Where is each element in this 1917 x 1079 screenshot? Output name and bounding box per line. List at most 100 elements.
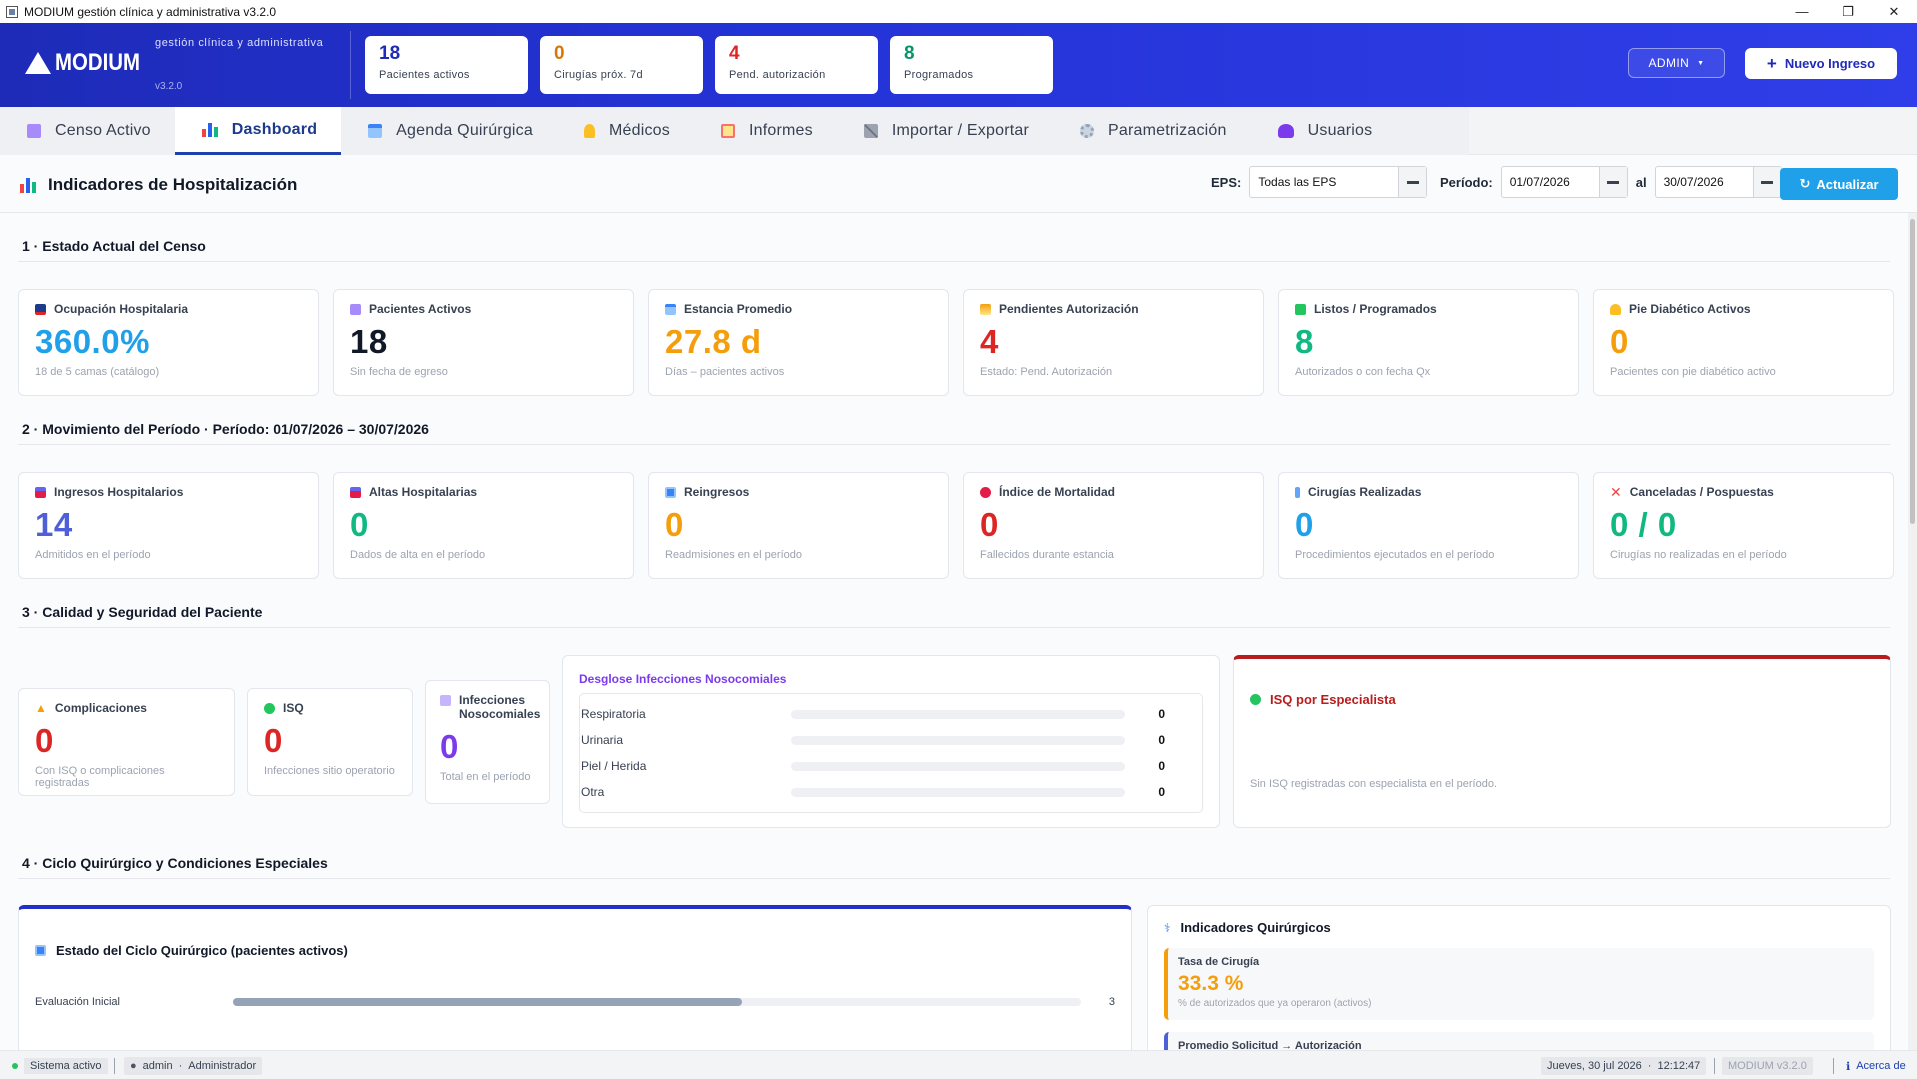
kpi-title: Índice de Mortalidad bbox=[999, 485, 1116, 499]
tab-medicos[interactable]: Médicos bbox=[557, 107, 694, 155]
kpi-card-cirugías-realizadas[interactable]: Cirugías Realizadas 0 Procedimientos ejecu… bbox=[1278, 472, 1579, 579]
breakdown-value: 0 bbox=[1158, 759, 1165, 773]
scrollbar-thumb[interactable] bbox=[1910, 219, 1915, 524]
date-from-input[interactable]: 01/07/2026 bbox=[1500, 166, 1628, 198]
kpi-card-pendientes-autorización[interactable]: Pendientes Autorización 4 Estado: Pend. Au… bbox=[963, 289, 1264, 396]
refresh-button[interactable]: ↻ Actualizar bbox=[1780, 168, 1898, 200]
indicators-title: Indicadores Quirúrgicos bbox=[1180, 920, 1331, 935]
new-admission-label: Nuevo Ingreso bbox=[1784, 56, 1876, 71]
kpi-subtitle: Días – pacientes activos bbox=[665, 366, 785, 378]
cycle-row-fill bbox=[233, 998, 742, 1006]
cycle-row-track bbox=[233, 998, 1081, 1006]
stat-card-cirugias[interactable]: 0 Cirugías próx. 7d bbox=[540, 36, 703, 94]
scrollbar[interactable] bbox=[1908, 213, 1917, 1050]
tab-usuarios[interactable]: Usuarios bbox=[1251, 107, 1397, 155]
kpi-card-ocupación-hospitalaria[interactable]: Ocupación Hospitalaria 360.0% 18 de 5 cama… bbox=[18, 289, 319, 396]
kpi-card-canceladas-pospuestas[interactable]: ✕ Canceladas / Pospuestas 0 / 0 Cirugías no… bbox=[1593, 472, 1894, 579]
breakdown-value: 0 bbox=[1158, 707, 1165, 721]
kpi-header: Listos / Programados bbox=[1295, 302, 1562, 316]
kpi-card-estancia-promedio[interactable]: Estancia Promedio 27.8 d Días – pacientes … bbox=[648, 289, 949, 396]
kpi-card-reingresos[interactable]: Reingresos 0 Readmisiones en el período bbox=[648, 472, 949, 579]
calendar-dropdown-icon[interactable] bbox=[1752, 167, 1781, 197]
date-from-value: 01/07/2026 bbox=[1509, 175, 1570, 189]
status-time: 12:12:47 bbox=[1657, 1060, 1701, 1072]
header-divider bbox=[350, 31, 351, 99]
kpi-card-pie-diabético-activos[interactable]: Pie Diabético Activos 0 Pacientes con pie … bbox=[1593, 289, 1894, 396]
tab-censo-activo[interactable]: Censo Activo bbox=[0, 107, 175, 155]
kpi-title: Estancia Promedio bbox=[684, 302, 793, 316]
breakdown-title: Desglose Infecciones Nosocomiales bbox=[579, 672, 787, 686]
status-separator: · bbox=[1647, 1060, 1652, 1072]
breakdown-name: Respiratoria bbox=[581, 707, 646, 721]
about-label: Acerca de bbox=[1856, 1060, 1906, 1072]
x-icon: ✕ bbox=[1610, 483, 1622, 500]
breakdown-name: Urinaria bbox=[581, 733, 624, 747]
new-admission-button[interactable]: + Nuevo Ingreso bbox=[1745, 48, 1897, 79]
kpi-header: Infecciones Nosocomiales bbox=[440, 693, 540, 721]
kpi-subtitle: Fallecidos durante estancia bbox=[980, 549, 1114, 561]
page-title: Indicadores de Hospitalización bbox=[20, 175, 297, 195]
kpi-card-listos-programados[interactable]: Listos / Programados 8 Autorizados o con f… bbox=[1278, 289, 1579, 396]
status-user: ● admin · Administrador bbox=[124, 1057, 263, 1075]
breakdown-bar bbox=[791, 787, 1125, 797]
stat-card-pacientes[interactable]: 18 Pacientes activos bbox=[365, 36, 528, 94]
kpi-header: Reingresos bbox=[665, 485, 932, 499]
bar-chart-icon bbox=[201, 122, 218, 137]
close-button[interactable]: ✕ bbox=[1888, 3, 1900, 19]
indicator-title: Promedio Solicitud → Autorización bbox=[1178, 1040, 1362, 1052]
tab-label: Agenda Quirúrgica bbox=[396, 122, 533, 139]
admin-menu-button[interactable]: ADMIN ▼ bbox=[1628, 48, 1725, 78]
tab-dashboard[interactable]: Dashboard bbox=[174, 107, 342, 155]
eps-select-value: Todas las EPS bbox=[1258, 175, 1337, 189]
kpi-isq[interactable]: ISQ 0 Infecciones sitio operatorio bbox=[247, 688, 413, 796]
about-link[interactable]: ℹ Acerca de bbox=[1840, 1057, 1912, 1075]
kpi-card-altas-hospitalarias[interactable]: Altas Hospitalarias 0 Dados de alta en el … bbox=[333, 472, 634, 579]
kpi-header: Ocupación Hospitalaria bbox=[35, 302, 302, 316]
calendar-icon bbox=[368, 124, 383, 138]
tab-label: Parametrización bbox=[1108, 122, 1227, 139]
status-text: Sistema activo bbox=[24, 1058, 108, 1074]
kpi-card-pacientes-activos[interactable]: Pacientes Activos 18 Sin fecha de egreso bbox=[333, 289, 634, 396]
breakdown-bar bbox=[791, 761, 1125, 771]
kpi-title: Ocupación Hospitalaria bbox=[54, 302, 189, 316]
section-title-ciclo: 4 · Ciclo Quirúrgico y Condiciones Espec… bbox=[22, 855, 328, 871]
app-header: MODIUM gestión clínica y administrativa … bbox=[0, 23, 1917, 107]
eps-select[interactable]: Todas las EPS bbox=[1249, 166, 1428, 198]
kpi-complicaciones[interactable]: ▲ Complicaciones 0 Con ISQ o complicacion… bbox=[18, 688, 235, 796]
kpi-subtitle: Sin fecha de egreso bbox=[350, 366, 448, 378]
maximize-button[interactable]: ❐ bbox=[1842, 3, 1854, 19]
kpi-subtitle: Admitidos en el período bbox=[35, 549, 151, 561]
kpi-card-índice-de-mortalidad[interactable]: Índice de Mortalidad 0 Fallecidos durante … bbox=[963, 472, 1264, 579]
tab-agenda-quirurgica[interactable]: Agenda Quirúrgica bbox=[341, 107, 557, 155]
heart-icon bbox=[980, 486, 991, 498]
kpi-value: 0 bbox=[440, 728, 459, 765]
eps-label: EPS: bbox=[1211, 174, 1242, 190]
tab-importar-exportar[interactable]: Importar / Exportar bbox=[837, 107, 1053, 155]
stat-label: Programados bbox=[904, 69, 974, 81]
check-icon bbox=[1295, 303, 1306, 315]
kpi-value: 0 bbox=[264, 722, 283, 759]
kpi-value: 360.0% bbox=[35, 323, 150, 360]
stat-card-programados[interactable]: 8 Programados bbox=[890, 36, 1053, 94]
hourglass-icon bbox=[980, 303, 991, 315]
tools-icon bbox=[863, 124, 878, 138]
minimize-button[interactable]: — bbox=[1795, 4, 1809, 19]
refresh-icon bbox=[665, 486, 676, 498]
eps-filter: EPS: Todas las EPS bbox=[1211, 166, 1428, 198]
users-icon bbox=[1277, 124, 1294, 138]
date-to-input[interactable]: 30/07/2026 bbox=[1654, 166, 1782, 198]
breakdown-bar bbox=[791, 709, 1125, 719]
calendar-dropdown-icon[interactable] bbox=[1598, 167, 1627, 197]
breakdown-name: Piel / Herida bbox=[581, 759, 647, 773]
section-divider bbox=[18, 261, 1890, 262]
kpi-title: Ingresos Hospitalarios bbox=[54, 485, 184, 499]
kpi-infecciones-nosocomiales[interactable]: Infecciones Nosocomiales 0 Total en el p… bbox=[425, 680, 550, 804]
breakdown-bar bbox=[791, 735, 1125, 745]
tab-informes[interactable]: Informes bbox=[694, 107, 837, 155]
status-bar: Sistema activo ● admin · Administrador J… bbox=[0, 1050, 1917, 1079]
indicator-subtitle: % de autorizados que ya operaron (activo… bbox=[1178, 998, 1372, 1009]
tab-parametrizacion[interactable]: Parametrización bbox=[1053, 107, 1251, 155]
dropdown-icon[interactable] bbox=[1398, 167, 1427, 197]
stat-card-pendientes[interactable]: 4 Pend. autorización bbox=[715, 36, 878, 94]
kpi-card-ingresos-hospitalarios[interactable]: Ingresos Hospitalarios 14 Admitidos en el … bbox=[18, 472, 319, 579]
